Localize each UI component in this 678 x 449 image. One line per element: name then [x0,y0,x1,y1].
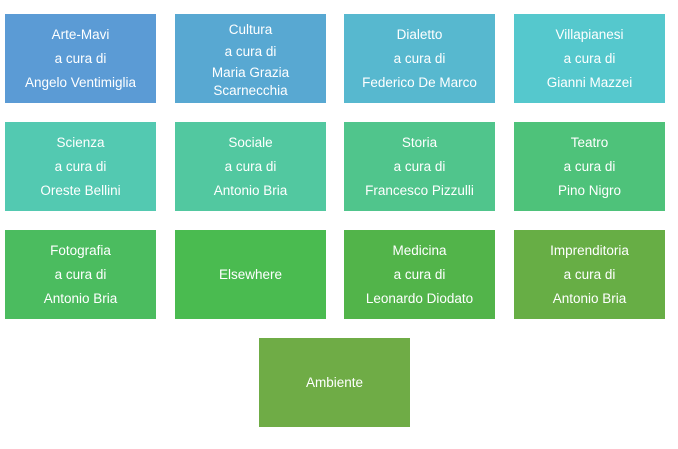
tile-title: Scienza [56,134,105,150]
tile-curator-prefix: a cura di [393,266,446,282]
tile-title: Fotografia [50,242,111,258]
tile-storia[interactable]: Storia a cura di Francesco Pizzulli [344,122,495,211]
tile-curator-prefix: a cura di [224,43,277,59]
tile-ambiente[interactable]: Ambiente [259,338,410,427]
tile-curator-prefix: a cura di [54,158,107,174]
tile-cultura[interactable]: Cultura a cura di Maria Grazia Scarnecch… [175,14,326,103]
tile-curator-line2: Scarnecchia [213,82,288,98]
tile-curator: Antonio Bria [43,290,118,306]
tile-arte-mavi[interactable]: Arte-Mavi a cura di Angelo Ventimiglia [5,14,156,103]
tile-medicina[interactable]: Medicina a cura di Leonardo Diodato [344,230,495,319]
tile-curator: Antonio Bria [552,290,627,306]
tile-curator: Oreste Bellini [40,182,121,198]
tile-curator-prefix: a cura di [563,50,616,66]
tile-curator-prefix: a cura di [393,158,446,174]
tile-fotografia[interactable]: Fotografia a cura di Antonio Bria [5,230,156,319]
tile-curator-prefix: a cura di [393,50,446,66]
tile-title: Medicina [392,242,447,258]
tile-curator: Angelo Ventimiglia [24,74,137,90]
tile-curator: Federico De Marco [362,74,477,90]
tile-title: Imprenditoria [550,242,629,258]
tile-curator-prefix: a cura di [54,50,107,66]
tile-title: Villapianesi [555,26,624,42]
tile-curator-prefix: a cura di [224,158,277,174]
tile-elsewhere[interactable]: Elsewhere [175,230,326,319]
tile-curator-prefix: a cura di [563,266,616,282]
tile-title: Sociale [228,134,273,150]
tile-curator: Francesco Pizzulli [365,182,474,198]
tile-title: Ambiente [305,374,364,390]
tile-title: Cultura [228,21,273,37]
tile-title: Arte-Mavi [51,26,110,42]
tile-scienza[interactable]: Scienza a cura di Oreste Bellini [5,122,156,211]
tile-curator: Pino Nigro [557,182,622,198]
tile-sociale[interactable]: Sociale a cura di Antonio Bria [175,122,326,211]
tile-villapianesi[interactable]: Villapianesi a cura di Gianni Mazzei [514,14,665,103]
tile-title: Storia [401,134,438,150]
tile-curator-prefix: a cura di [563,158,616,174]
tile-curator-line1: Maria Grazia [211,64,290,80]
tile-curator: Leonardo Diodato [365,290,474,306]
tile-imprenditoria[interactable]: Imprenditoria a cura di Antonio Bria [514,230,665,319]
tile-title: Teatro [570,134,609,150]
tile-teatro[interactable]: Teatro a cura di Pino Nigro [514,122,665,211]
tile-title: Dialetto [396,26,443,42]
tile-curator: Antonio Bria [213,182,288,198]
tile-curator-prefix: a cura di [54,266,107,282]
tile-title: Elsewhere [218,266,283,282]
tile-dialetto[interactable]: Dialetto a cura di Federico De Marco [344,14,495,103]
tile-curator: Gianni Mazzei [546,74,633,90]
